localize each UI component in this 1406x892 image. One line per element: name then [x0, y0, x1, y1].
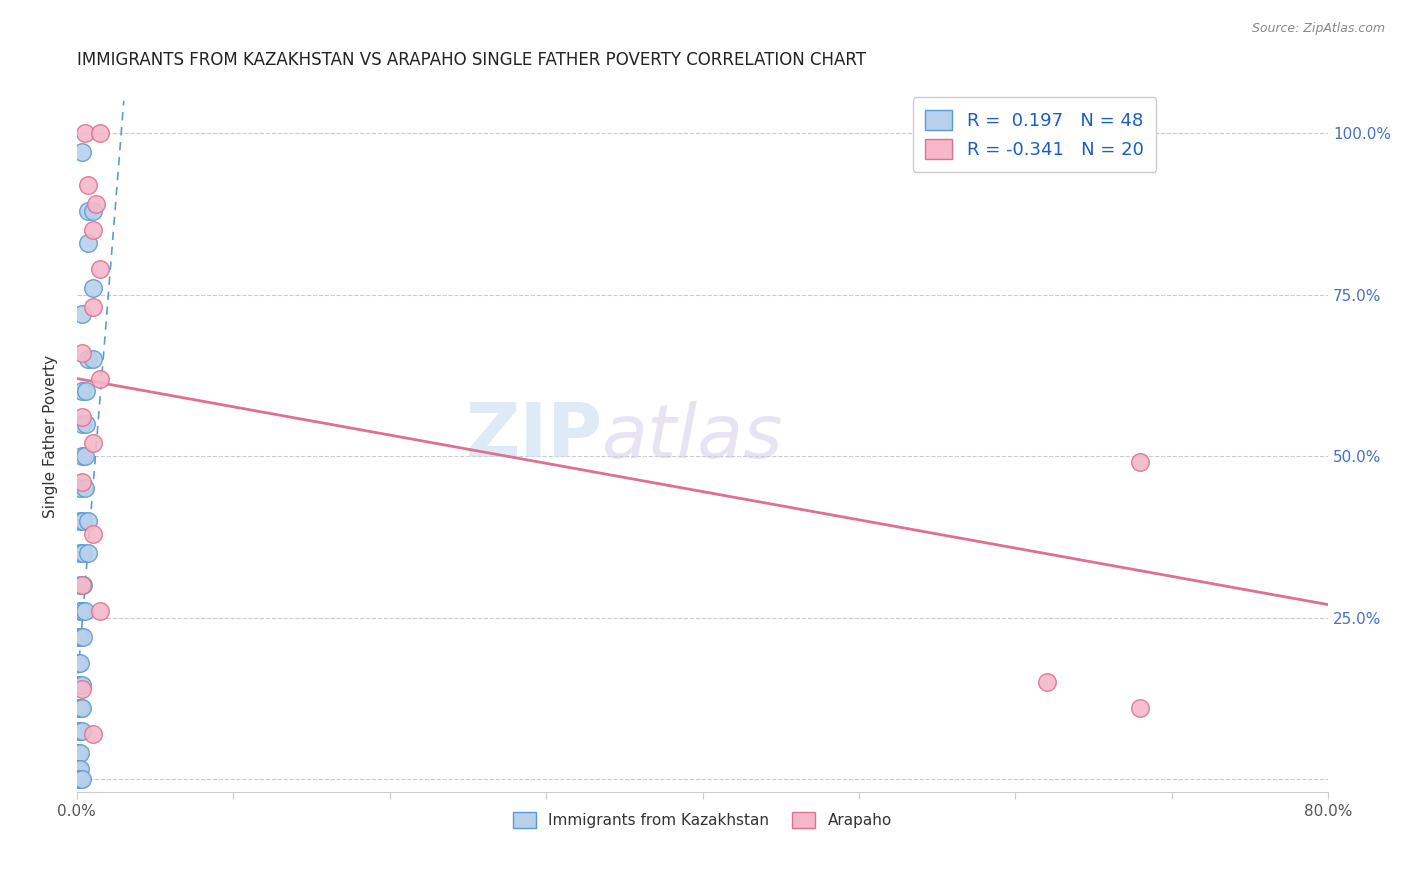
Point: [76, 235, 98, 250]
Point: [72, 578, 94, 592]
Point: [1129, 455, 1152, 469]
Point: [73, 449, 96, 463]
Point: [69, 546, 91, 560]
Text: IMMIGRANTS FROM KAZAKHSTAN VS ARAPAHO SINGLE FATHER POVERTY CORRELATION CHART: IMMIGRANTS FROM KAZAKHSTAN VS ARAPAHO SI…: [77, 51, 866, 69]
Point: [70, 449, 93, 463]
Point: [67, 723, 90, 738]
Point: [75, 417, 97, 431]
Point: [76, 352, 98, 367]
Point: [70, 417, 93, 431]
Point: [82, 526, 104, 541]
Point: [69, 656, 91, 670]
Point: [89, 261, 111, 276]
Legend: Immigrants from Kazakhstan, Arapaho: Immigrants from Kazakhstan, Arapaho: [508, 805, 898, 834]
Point: [70, 723, 93, 738]
Point: [70, 578, 93, 592]
Point: [69, 762, 91, 776]
Point: [67, 656, 90, 670]
Point: [70, 772, 93, 786]
Point: [76, 178, 98, 192]
Text: atlas: atlas: [602, 401, 783, 473]
Point: [70, 475, 93, 489]
Point: [69, 772, 91, 786]
Point: [69, 746, 91, 760]
Point: [69, 481, 91, 495]
Point: [69, 630, 91, 644]
Point: [89, 126, 111, 140]
Point: [72, 630, 94, 644]
Point: [82, 223, 104, 237]
Point: [67, 772, 90, 786]
Point: [82, 203, 104, 218]
Point: [69, 578, 91, 592]
Point: [70, 345, 93, 359]
Text: ZIP: ZIP: [465, 401, 602, 473]
Point: [69, 604, 91, 618]
Point: [82, 436, 104, 450]
Point: [73, 126, 96, 140]
Point: [69, 514, 91, 528]
Point: [69, 701, 91, 715]
Point: [67, 701, 90, 715]
Point: [72, 514, 94, 528]
Point: [82, 301, 104, 315]
Point: [70, 307, 93, 321]
Point: [84, 197, 107, 211]
Point: [70, 681, 93, 696]
Point: [70, 145, 93, 160]
Point: [72, 546, 94, 560]
Point: [69, 678, 91, 692]
Point: [1129, 701, 1152, 715]
Point: [89, 604, 111, 618]
Point: [75, 384, 97, 399]
Point: [69, 723, 91, 738]
Point: [70, 410, 93, 425]
Point: [70, 384, 93, 399]
Point: [82, 352, 104, 367]
Point: [67, 630, 90, 644]
Point: [76, 546, 98, 560]
Point: [67, 678, 90, 692]
Y-axis label: Single Father Poverty: Single Father Poverty: [44, 355, 58, 518]
Point: [76, 203, 98, 218]
Text: Source: ZipAtlas.com: Source: ZipAtlas.com: [1251, 22, 1385, 36]
Point: [82, 727, 104, 741]
Point: [89, 371, 111, 385]
Point: [70, 604, 93, 618]
Point: [1035, 675, 1057, 690]
Point: [67, 762, 90, 776]
Point: [73, 604, 96, 618]
Point: [82, 281, 104, 295]
Point: [70, 701, 93, 715]
Point: [76, 514, 98, 528]
Point: [73, 481, 96, 495]
Point: [70, 678, 93, 692]
Point: [67, 746, 90, 760]
